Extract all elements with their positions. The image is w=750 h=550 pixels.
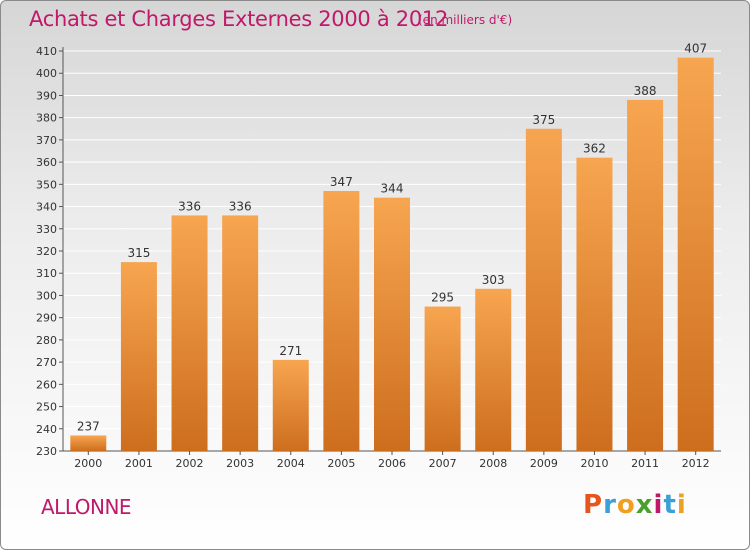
data-label: 407 <box>684 42 707 56</box>
data-label: 336 <box>229 199 252 213</box>
y-tick-label: 350 <box>36 178 57 191</box>
bar-2007 <box>424 306 461 451</box>
data-label: 336 <box>178 199 201 213</box>
bar-2009 <box>525 128 562 451</box>
y-tick-label: 360 <box>36 156 57 169</box>
bar-2008 <box>475 288 512 451</box>
y-tick-label: 340 <box>36 201 57 214</box>
y-tick-label: 410 <box>36 45 57 58</box>
bar-2003 <box>222 215 259 451</box>
data-label: 347 <box>330 175 353 189</box>
chart-title: Achats et Charges Externes 2000 à 2012 <box>29 7 449 31</box>
data-label: 295 <box>431 291 454 305</box>
x-tick-label: 2007 <box>429 457 457 470</box>
y-tick-label: 290 <box>36 312 57 325</box>
x-tick-label: 2005 <box>327 457 355 470</box>
y-tick-label: 330 <box>36 223 57 236</box>
y-tick-label: 280 <box>36 334 57 347</box>
x-tick-label: 2004 <box>277 457 305 470</box>
logo-letter: r <box>603 490 617 520</box>
data-label: 271 <box>279 344 302 358</box>
data-label: 388 <box>634 84 657 98</box>
bar-2010 <box>576 157 613 451</box>
x-tick-label: 2011 <box>631 457 659 470</box>
data-label: 362 <box>583 142 606 156</box>
x-tick-label: 2000 <box>74 457 102 470</box>
y-tick-label: 240 <box>36 423 57 436</box>
data-label: 237 <box>77 419 100 433</box>
y-tick-label: 250 <box>36 401 57 414</box>
x-tick-label: 2009 <box>530 457 558 470</box>
x-tick-label: 2010 <box>580 457 608 470</box>
y-tick-label: 320 <box>36 245 57 258</box>
logo-letter: o <box>616 490 636 520</box>
labels: 230 240 250 260 270 280 290 300 310 320 330 340 350 3… <box>36 42 710 470</box>
x-tick-label: 2001 <box>125 457 153 470</box>
logo-letter: t <box>663 490 677 520</box>
proxiti-logo[interactable]: Proxiti <box>583 490 687 520</box>
y-tick-label: 380 <box>36 112 57 125</box>
bar-2005 <box>323 191 360 451</box>
y-tick-label: 230 <box>36 445 57 458</box>
bar-2001 <box>120 262 157 451</box>
bar-2006 <box>374 197 410 451</box>
bar-2004 <box>272 359 309 451</box>
bar-2011 <box>627 99 664 451</box>
x-tick-label: 2008 <box>479 457 507 470</box>
y-tick-label: 400 <box>36 67 57 80</box>
x-tick-label: 2002 <box>176 457 204 470</box>
chart-unit: (en milliers d'€) <box>418 13 513 27</box>
logo-letter: P <box>583 490 604 520</box>
y-tick-label: 270 <box>36 356 57 369</box>
x-tick-label: 2003 <box>226 457 254 470</box>
logo-letter: x <box>635 490 654 520</box>
y-tick-label: 390 <box>36 89 57 102</box>
commune-name: ALLONNE <box>41 495 132 519</box>
data-label: 303 <box>482 273 505 287</box>
x-tick-label: 2006 <box>378 457 406 470</box>
y-tick-label: 310 <box>36 267 57 280</box>
y-tick-label: 300 <box>36 289 57 302</box>
bar-2012 <box>677 57 714 452</box>
data-label: 344 <box>381 182 404 196</box>
bar-2002 <box>171 215 208 451</box>
bar-2000 <box>70 435 107 451</box>
logo-letter: i <box>653 490 664 520</box>
x-tick-label: 2012 <box>682 457 710 470</box>
y-tick-label: 260 <box>36 378 57 391</box>
data-label: 375 <box>532 113 555 127</box>
bars <box>70 57 714 452</box>
logo-letter: i <box>676 490 687 520</box>
data-label: 315 <box>127 246 150 260</box>
y-tick-label: 370 <box>36 134 57 147</box>
